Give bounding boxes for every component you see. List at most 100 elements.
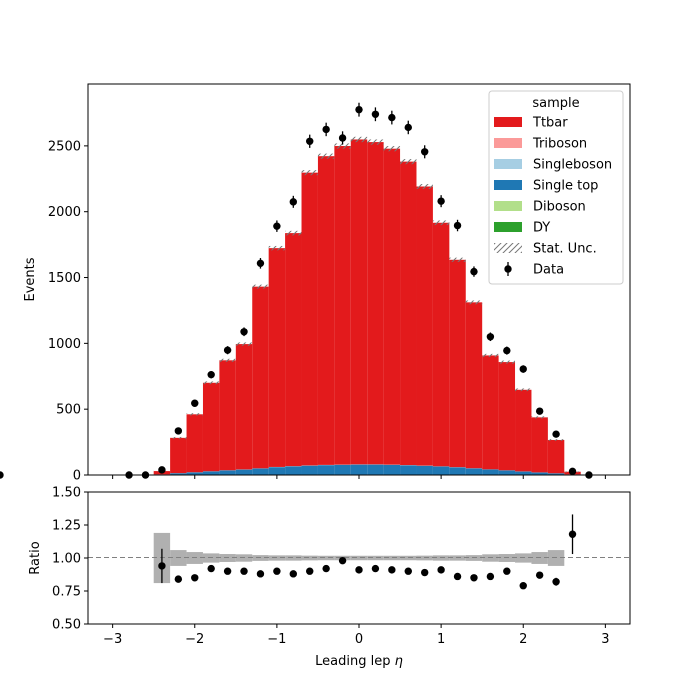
x-tick-label-1: −2 xyxy=(185,632,204,647)
ratio-point-23 xyxy=(503,567,511,575)
legend-label-singleboson: Singleboson xyxy=(533,158,612,173)
legend-swatch-triboson xyxy=(494,138,522,148)
ratio-point-20 xyxy=(453,572,462,581)
main-y-axis: 0 500 1000 1500 2000 2500 xyxy=(48,139,88,484)
stacked-bars xyxy=(153,139,581,475)
unc-hatch-22 xyxy=(482,353,499,358)
data-point-16 xyxy=(388,113,396,122)
data-points xyxy=(0,102,593,479)
ratio-point-6 xyxy=(223,567,232,575)
ratio-point-16 xyxy=(388,566,396,574)
unc-hatch-25 xyxy=(531,416,548,419)
data-point-10 xyxy=(289,198,298,206)
legend-swatch-data xyxy=(504,262,512,276)
data-point-9 xyxy=(273,222,281,230)
bar-ttbar-18 xyxy=(416,186,433,466)
ratio-band-16 xyxy=(383,555,401,561)
bar-ttbar-20 xyxy=(449,259,466,468)
unc-hatch-15 xyxy=(367,139,384,145)
bar-ttbar-13 xyxy=(334,146,351,465)
data-point-22 xyxy=(486,333,495,341)
bar-ttbar-24 xyxy=(515,389,532,472)
unc-hatch-20 xyxy=(449,257,466,262)
unc-hatch-18 xyxy=(416,184,433,189)
x-tick-label-4: 1 xyxy=(437,632,445,647)
ratio-point-10 xyxy=(289,570,298,578)
bar-single-top-23 xyxy=(498,470,516,475)
main-y-tick-label-4: 2000 xyxy=(48,205,81,220)
bar-ttbar-23 xyxy=(498,362,516,471)
legend-label-single-top: Single top xyxy=(533,179,598,194)
bar-single-top-18 xyxy=(416,465,433,475)
ratio-point-18 xyxy=(420,568,429,577)
bar-ttbar-7 xyxy=(235,344,253,470)
bar-single-top-7 xyxy=(235,469,253,475)
ratio-point-25 xyxy=(535,571,544,579)
unc-hatch-9 xyxy=(268,245,286,251)
legend-label-dy: DY xyxy=(533,221,550,236)
ratio-point-12 xyxy=(322,564,330,573)
legend-swatch-diboson xyxy=(494,201,522,211)
bar-ttbar-4 xyxy=(186,414,203,473)
ratio-band-15 xyxy=(367,555,384,561)
ratio-point-14 xyxy=(355,566,363,574)
ratio-point-2 xyxy=(158,562,166,570)
x-axis-label-symbol: η xyxy=(395,654,403,669)
data-point-3 xyxy=(174,427,183,435)
main-y-tick-label-5: 2500 xyxy=(48,139,81,154)
data-point-21 xyxy=(470,267,478,276)
unc-hatch-3 xyxy=(170,436,187,439)
bar-single-top-3 xyxy=(170,473,187,475)
ratio-point-3 xyxy=(174,575,183,583)
unc-hatch-13 xyxy=(334,143,351,149)
data-point-4 xyxy=(191,399,199,407)
ratio-point-7 xyxy=(240,567,248,575)
bar-ttbar-15 xyxy=(367,142,384,465)
legend-entries: Ttbar Triboson Singleboson Single top Diboso… xyxy=(494,116,612,278)
data-point-24 xyxy=(519,365,527,373)
unc-hatch-8 xyxy=(252,284,269,289)
ratio-point-5 xyxy=(207,564,215,573)
main-y-tick-label-1: 500 xyxy=(56,403,81,418)
ratio-point-21 xyxy=(470,574,478,582)
bar-single-top-6 xyxy=(219,470,236,475)
ratio-band-12 xyxy=(317,555,335,561)
ratio-y-tick-label-4: 1.50 xyxy=(52,486,81,501)
ratio-y-tick-label-3: 1.25 xyxy=(52,519,81,534)
unc-hatch-21 xyxy=(465,300,483,305)
unc-hatch-7 xyxy=(235,342,253,346)
legend-frame xyxy=(488,90,624,285)
bar-single-top-24 xyxy=(515,471,532,475)
bar-single-top-20 xyxy=(449,467,466,475)
ratio-points xyxy=(158,514,577,590)
unc-hatch-17 xyxy=(400,159,417,165)
data-point-25 xyxy=(535,407,544,415)
unc-hatch-10 xyxy=(285,230,302,236)
main-y-tick-label-2: 1000 xyxy=(48,337,81,352)
bar-single-top-25 xyxy=(531,472,548,475)
ratio-band-11 xyxy=(301,555,318,561)
legend-label-stat-unc: Stat. Unc. xyxy=(533,242,597,257)
ratio-point-24 xyxy=(519,582,527,590)
ratio-y-tick-label-0: 0.50 xyxy=(52,618,81,633)
data-point-15 xyxy=(371,110,380,118)
legend-swatch-single-top xyxy=(494,180,522,190)
unc-hatch-11 xyxy=(301,170,318,176)
bar-ttbar-10 xyxy=(285,233,302,467)
bar-ttbar-14 xyxy=(350,139,368,465)
legend-swatch-ttbar xyxy=(494,117,522,127)
unc-hatch-12 xyxy=(317,153,335,159)
bar-ttbar-17 xyxy=(400,161,417,466)
ratio-y-axis-label: Ratio xyxy=(28,541,43,574)
ratio-point-9 xyxy=(273,567,281,575)
unc-hatch-19 xyxy=(432,220,450,226)
ratio-x-axis: −3 −2 −1 0 1 2 3 xyxy=(103,624,610,647)
legend-label-ttbar: Ttbar xyxy=(532,116,568,131)
bar-ttbar-8 xyxy=(252,286,269,469)
bar-ttbar-25 xyxy=(531,417,548,473)
bar-single-top-21 xyxy=(465,468,483,475)
data-point-6 xyxy=(223,346,232,354)
data-point-7 xyxy=(240,328,248,336)
